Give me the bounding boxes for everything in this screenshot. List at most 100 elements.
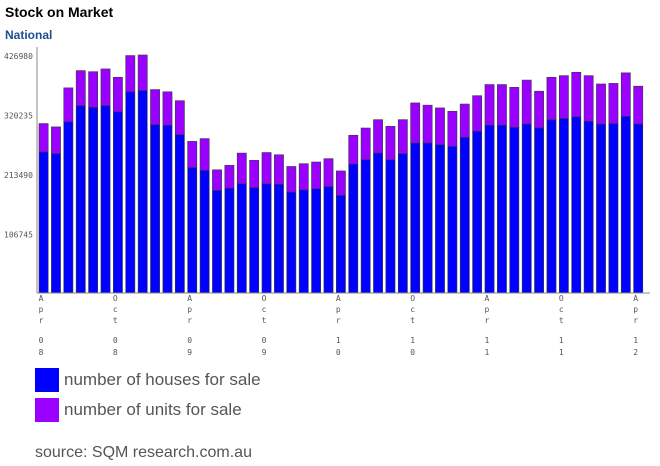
bar-units: [63, 87, 74, 123]
bar-units: [162, 91, 173, 126]
bar-units: [199, 138, 210, 171]
bar-houses: [274, 184, 284, 294]
bar-houses: [212, 190, 222, 294]
bar-units: [150, 89, 160, 125]
bar-houses: [459, 137, 470, 294]
bar-houses: [311, 188, 321, 294]
bar-units: [546, 76, 557, 120]
bar-units: [596, 83, 606, 125]
bar-units: [113, 76, 123, 113]
bar-units: [521, 79, 532, 125]
bar-houses: [373, 152, 383, 294]
bar-units: [187, 141, 198, 168]
bar-units: [397, 119, 408, 154]
bar-houses: [410, 142, 421, 294]
bar-houses: [113, 111, 123, 294]
bar-units: [348, 134, 359, 165]
legend-swatch-units: [35, 398, 59, 422]
stacked-bar-chart: 106745 213490 320235 426980 A p r 0 8 O c t 0 8 A p r 0 9 O…: [4, 47, 650, 357]
bar-units: [298, 163, 309, 191]
bar-units: [558, 75, 569, 119]
bar-units: [373, 119, 383, 154]
legend-label-houses: number of houses for sale: [64, 370, 261, 389]
bar-houses: [571, 116, 582, 294]
bar-houses: [633, 123, 644, 294]
y-tick-label: 426980: [4, 52, 33, 61]
bar-units: [472, 95, 483, 132]
bar-houses: [558, 118, 569, 294]
bar-houses: [323, 186, 334, 294]
bar-houses: [38, 151, 49, 294]
bar-units: [336, 170, 346, 196]
bar-houses: [397, 153, 408, 294]
bar-houses: [348, 163, 359, 294]
bar-houses: [360, 159, 371, 294]
bar-houses: [174, 134, 185, 294]
bar-houses: [472, 131, 483, 294]
bar-houses: [435, 144, 445, 294]
bar-houses: [224, 187, 235, 294]
bar-units: [75, 70, 86, 107]
bar-units: [100, 68, 111, 107]
bar-units: [484, 84, 495, 126]
bar-units: [385, 126, 396, 161]
bar-units: [608, 83, 619, 124]
bar-houses: [236, 183, 247, 294]
bar-units: [249, 160, 260, 188]
bar-houses: [137, 90, 148, 294]
bar-houses: [336, 195, 346, 294]
bar-houses: [125, 91, 136, 294]
bar-units: [274, 154, 284, 185]
chart-title: Stock on Market: [5, 4, 114, 20]
bar-units: [137, 54, 148, 91]
bar-units: [633, 85, 644, 125]
bar-houses: [521, 123, 532, 294]
bar-houses: [422, 142, 433, 294]
bar-units: [459, 103, 470, 138]
bar-houses: [261, 183, 272, 294]
bar-units: [360, 127, 371, 161]
bar-houses: [546, 119, 557, 294]
bar-houses: [286, 191, 297, 294]
bar-houses: [497, 124, 507, 294]
y-tick-label: 320235: [4, 112, 33, 121]
bar-houses: [447, 146, 458, 294]
bar-units: [422, 104, 433, 144]
bar-units: [261, 152, 272, 185]
bar-units: [125, 55, 136, 93]
y-tick-label: 213490: [4, 171, 33, 180]
bar-houses: [583, 121, 594, 294]
bar-units: [410, 102, 421, 144]
bar-units: [323, 158, 334, 187]
bar-houses: [249, 187, 260, 294]
y-tick-label: 106745: [4, 231, 33, 240]
bar-houses: [385, 159, 396, 294]
legend-item-units: number of units for sale: [35, 397, 242, 423]
bar-units: [534, 90, 544, 129]
bar-units: [236, 152, 247, 185]
bar-units: [583, 75, 594, 122]
bar-houses: [298, 189, 309, 294]
chart-subtitle: National: [5, 28, 53, 42]
bar-houses: [596, 123, 606, 294]
bar-houses: [51, 153, 61, 294]
bar-houses: [509, 127, 520, 294]
legend-label-units: number of units for sale: [64, 400, 242, 419]
source-note: source: SQM research.com.au: [35, 444, 252, 461]
